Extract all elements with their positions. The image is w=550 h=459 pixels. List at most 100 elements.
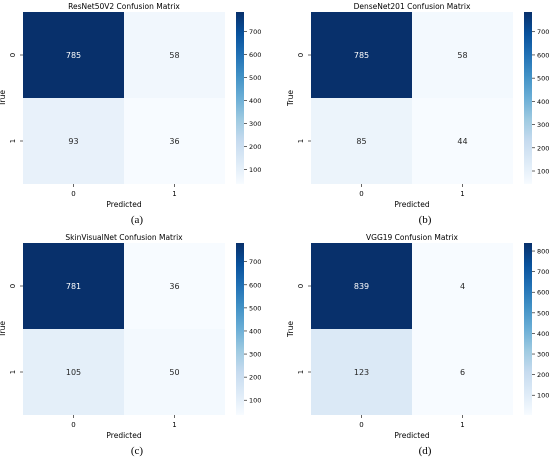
cell-value-label: 44 [457,137,467,146]
colorbar-tick-label: 100 [249,397,261,405]
caption-c: (c) [131,445,144,457]
y-axis-label: True [0,321,7,338]
x-tick-label: 1 [172,190,176,198]
colorbar-tick-label: 400 [537,330,549,338]
caption-d: (d) [419,445,432,457]
colorbar-tick-label: 400 [249,327,261,335]
colorbar-tick-label: 500 [537,75,549,83]
colorbar-tick-label: 700 [249,28,261,36]
colorbar-tick-label: 400 [537,98,549,106]
colorbar-tick-label: 200 [537,144,549,152]
colorbar-tick-label: 200 [249,374,261,382]
colorbar-tick-label: 600 [537,51,549,59]
colorbar-tick-label: 400 [249,97,261,105]
cell-value-label: 4 [460,282,465,291]
heatmap-cell [311,12,412,98]
caption-b: (b) [419,214,432,226]
x-axis-label: Predicted [106,200,141,209]
colorbar-tick-label: 600 [537,289,549,297]
heatmap-cell [311,329,412,415]
panel-title: SkinVisualNet Confusion Matrix [65,233,183,242]
x-axis-label: Predicted [394,200,429,209]
x-tick-label: 1 [172,421,176,429]
y-tick-label: 0 [297,53,305,57]
x-tick-label: 1 [460,421,464,429]
colorbar [524,243,532,415]
heatmap-cell [124,329,225,415]
heatmap-cell [124,243,225,329]
colorbar-tick-label: 300 [537,351,549,359]
cell-value-label: 105 [66,368,81,377]
cell-value-label: 36 [169,282,179,291]
colorbar-tick-label: 300 [537,121,549,129]
y-axis-label: True [286,90,295,107]
heatmap-cell [124,12,225,98]
x-tick-label: 0 [359,190,363,198]
panel-title: ResNet50V2 Confusion Matrix [68,2,180,11]
y-tick-label: 0 [297,284,305,288]
colorbar-tick-label: 500 [249,74,261,82]
heatmap-cell [412,243,513,329]
colorbar-tick-label: 800 [537,248,549,256]
colorbar [524,12,532,184]
x-axis-label: Predicted [106,431,141,440]
colorbar-tick-label: 300 [249,120,261,128]
confusion-matrix-panel-0: ResNet50V2 Confusion Matrix 785 58 93 36 0 1 0 1… [0,2,261,209]
cell-value-label: 785 [354,51,369,60]
y-tick-label: 1 [9,370,17,374]
colorbar-tick-label: 300 [249,351,261,359]
y-tick-label: 1 [297,139,305,143]
cell-value-label: 85 [356,137,366,146]
y-axis-label: True [286,321,295,338]
confusion-matrix-panel-2: SkinVisualNet Confusion Matrix 781 36 105 50… [0,233,261,440]
cell-value-label: 123 [354,368,369,377]
heatmap-cell [23,12,124,98]
cell-value-label: 58 [169,51,179,60]
heatmap-cell [23,329,124,415]
colorbar [236,243,244,415]
colorbar-tick-label: 100 [249,166,261,174]
cell-value-label: 839 [354,282,369,291]
panel-title: DenseNet201 Confusion Matrix [354,2,471,11]
heatmap-cell [412,98,513,184]
heatmap-cell [311,243,412,329]
colorbar-tick-label: 200 [249,143,261,151]
x-tick-label: 1 [460,190,464,198]
colorbar-tick-label: 700 [249,258,261,266]
cell-value-label: 785 [66,51,81,60]
x-tick-label: 0 [359,421,363,429]
colorbar-tick-label: 500 [249,304,261,312]
cell-value-label: 58 [457,51,467,60]
y-tick-label: 0 [9,284,17,288]
colorbar-tick-label: 600 [249,51,261,59]
confusion-matrix-panel-3: VGG19 Confusion Matrix 839 4 123 6 0 1 0 1 Predic… [286,233,549,440]
heatmap-cell [23,243,124,329]
x-tick-label: 0 [71,421,75,429]
cell-value-label: 93 [68,137,78,146]
colorbar-tick-label: 500 [537,309,549,317]
caption-a: (a) [131,214,144,226]
colorbar [236,12,244,184]
y-tick-label: 1 [297,370,305,374]
cell-value-label: 50 [169,368,179,377]
colorbar-tick-label: 700 [537,28,549,36]
x-tick-label: 0 [71,190,75,198]
heatmap-cell [412,329,513,415]
colorbar-tick-label: 600 [249,281,261,289]
colorbar-tick-label: 100 [537,168,549,176]
y-axis-label: True [0,90,7,107]
panels-group: ResNet50V2 Confusion Matrix 785 58 93 36 0 1 0 1… [0,2,549,440]
colorbar-tick-label: 200 [537,371,549,379]
heatmap-cell [23,98,124,184]
y-tick-label: 1 [9,139,17,143]
heatmap-cell [311,98,412,184]
heatmap-cell [124,98,225,184]
heatmap-cell [412,12,513,98]
panel-title: VGG19 Confusion Matrix [366,233,459,242]
cell-value-label: 36 [169,137,179,146]
y-tick-label: 0 [9,53,17,57]
cell-value-label: 6 [460,368,465,377]
cell-value-label: 781 [66,282,81,291]
